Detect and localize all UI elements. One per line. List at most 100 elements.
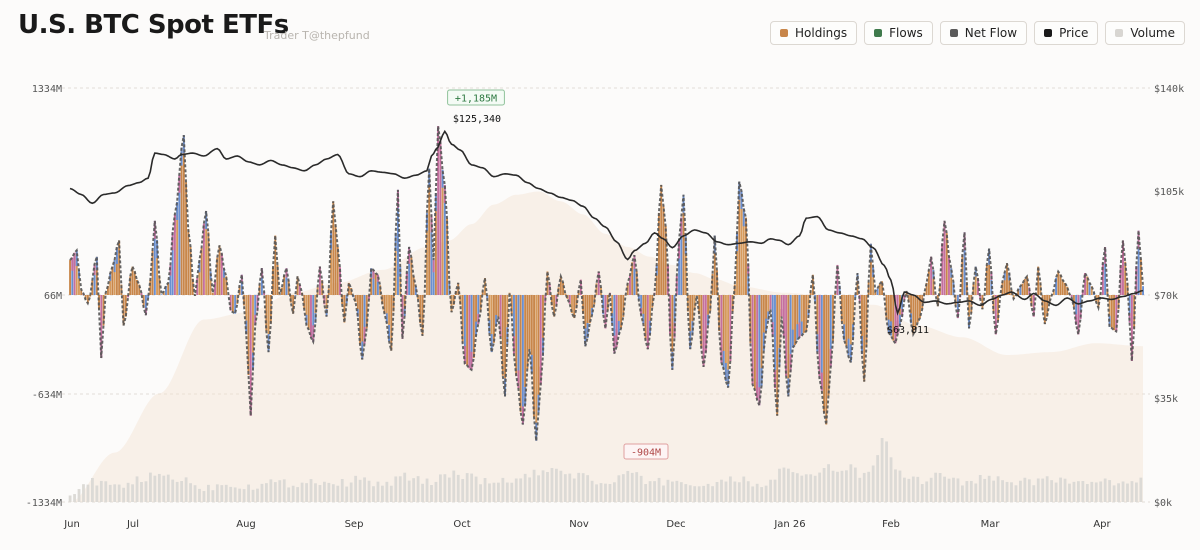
axes: 1334M 66M -634M -1334M $140k $105k $70k $35k $0k… (26, 84, 1184, 530)
flow-bar-segment (408, 247, 411, 264)
flow-bar (673, 295, 676, 338)
flow-bar (198, 260, 201, 295)
flow-bar (713, 235, 716, 295)
legend-holdings-button[interactable]: Holdings (770, 21, 858, 45)
flow-bar (992, 295, 995, 314)
flow-bar (756, 295, 759, 400)
flow-bar (452, 295, 455, 305)
volume-bar (523, 473, 527, 502)
flow-bar (75, 250, 78, 295)
flow-bar (1008, 272, 1011, 295)
flow-bar (167, 282, 170, 295)
flow-bar-segment (252, 352, 254, 371)
flow-bar-segment (71, 257, 74, 271)
flow-bar (1075, 295, 1078, 325)
volume-bar (345, 486, 349, 502)
volume-bar (626, 470, 630, 502)
flow-bar (606, 295, 609, 311)
flow-bar (513, 295, 515, 355)
flow-bar (811, 274, 814, 295)
volume-bar (907, 478, 911, 502)
flow-bar (894, 295, 897, 344)
flow-bar (506, 295, 509, 345)
volume-bar (483, 477, 487, 502)
volume-bar (818, 472, 822, 502)
flow-bar-segment (820, 372, 823, 391)
flow-bar (778, 295, 781, 367)
flow-bar (283, 274, 286, 295)
legend-netflow-button[interactable]: Net Flow (939, 21, 1028, 45)
volume-bar (233, 487, 237, 502)
flow-bar (330, 231, 332, 295)
flow-bar (597, 271, 600, 295)
flow-bar-segment (1008, 272, 1011, 281)
legend-volume-button[interactable]: Volume (1105, 21, 1185, 45)
flow-bar (162, 291, 165, 295)
volume-bar (952, 477, 955, 502)
flow-bar (1090, 286, 1093, 295)
legend-price-button[interactable]: Price (1034, 21, 1099, 45)
flow-bar (617, 295, 620, 335)
x-tick-label: Feb (882, 519, 900, 530)
flow-bar (138, 284, 141, 295)
flow-bar (383, 295, 386, 314)
flow-bar (974, 266, 977, 295)
volume-bar (671, 481, 674, 502)
flow-bar (979, 295, 982, 299)
volume-bar (1014, 485, 1018, 502)
flow-bar-segment (836, 264, 839, 276)
volume-bar (126, 482, 130, 502)
flow-bar-segment (312, 325, 315, 342)
flow-bar (626, 282, 629, 295)
flow-bar-segment (223, 268, 225, 278)
volume-bar (162, 475, 166, 502)
flow-bar-segment (499, 322, 502, 338)
volume-bar (827, 464, 830, 502)
flow-bar (410, 257, 413, 295)
flow-bar (553, 295, 556, 317)
flow-bar-segment (517, 370, 520, 389)
flow-bar (1086, 276, 1089, 295)
flow-bar (834, 293, 837, 295)
volume-bar (532, 469, 536, 502)
flow-bar (941, 243, 944, 295)
flow-bar-segment (782, 322, 785, 338)
flow-bar (475, 295, 477, 336)
volume-bar (983, 478, 987, 502)
flow-bar (426, 213, 428, 295)
volume-bar (697, 486, 701, 502)
flow-bar-segment (432, 260, 435, 273)
flow-bar (787, 295, 790, 397)
volume-bar (336, 485, 340, 502)
y-left-tick-label: -634M (32, 390, 62, 401)
legend-flows-button[interactable]: Flows (864, 21, 933, 45)
volume-bar (318, 485, 322, 502)
volume-bar (934, 472, 938, 502)
flow-bar (912, 295, 915, 335)
flow-bar (776, 295, 779, 416)
volume-bar (314, 483, 317, 502)
volume-bar (546, 471, 549, 502)
flow-bar (73, 252, 76, 295)
flow-bar (323, 295, 326, 305)
volume-bar (224, 484, 228, 502)
flow-bar (147, 295, 150, 299)
flow-bar (472, 295, 475, 358)
volume-bar (604, 483, 607, 502)
flow-bar (613, 295, 616, 354)
flow-bar (876, 288, 879, 295)
flow-bar (1115, 295, 1118, 332)
min-flow-label-box (623, 443, 669, 460)
flow-bar (470, 295, 473, 370)
flow-bar (695, 295, 698, 296)
volume-bar (1126, 483, 1129, 502)
flow-bar (845, 295, 848, 346)
flow-bar-segment (780, 309, 783, 317)
flow-bar (1066, 286, 1069, 295)
flow-bar (1064, 282, 1066, 295)
flow-bar-segment (394, 233, 397, 252)
flow-bar (354, 295, 357, 302)
flow-bar (140, 293, 143, 295)
flow-bar (133, 271, 136, 295)
flow-bar-segment (887, 319, 890, 333)
